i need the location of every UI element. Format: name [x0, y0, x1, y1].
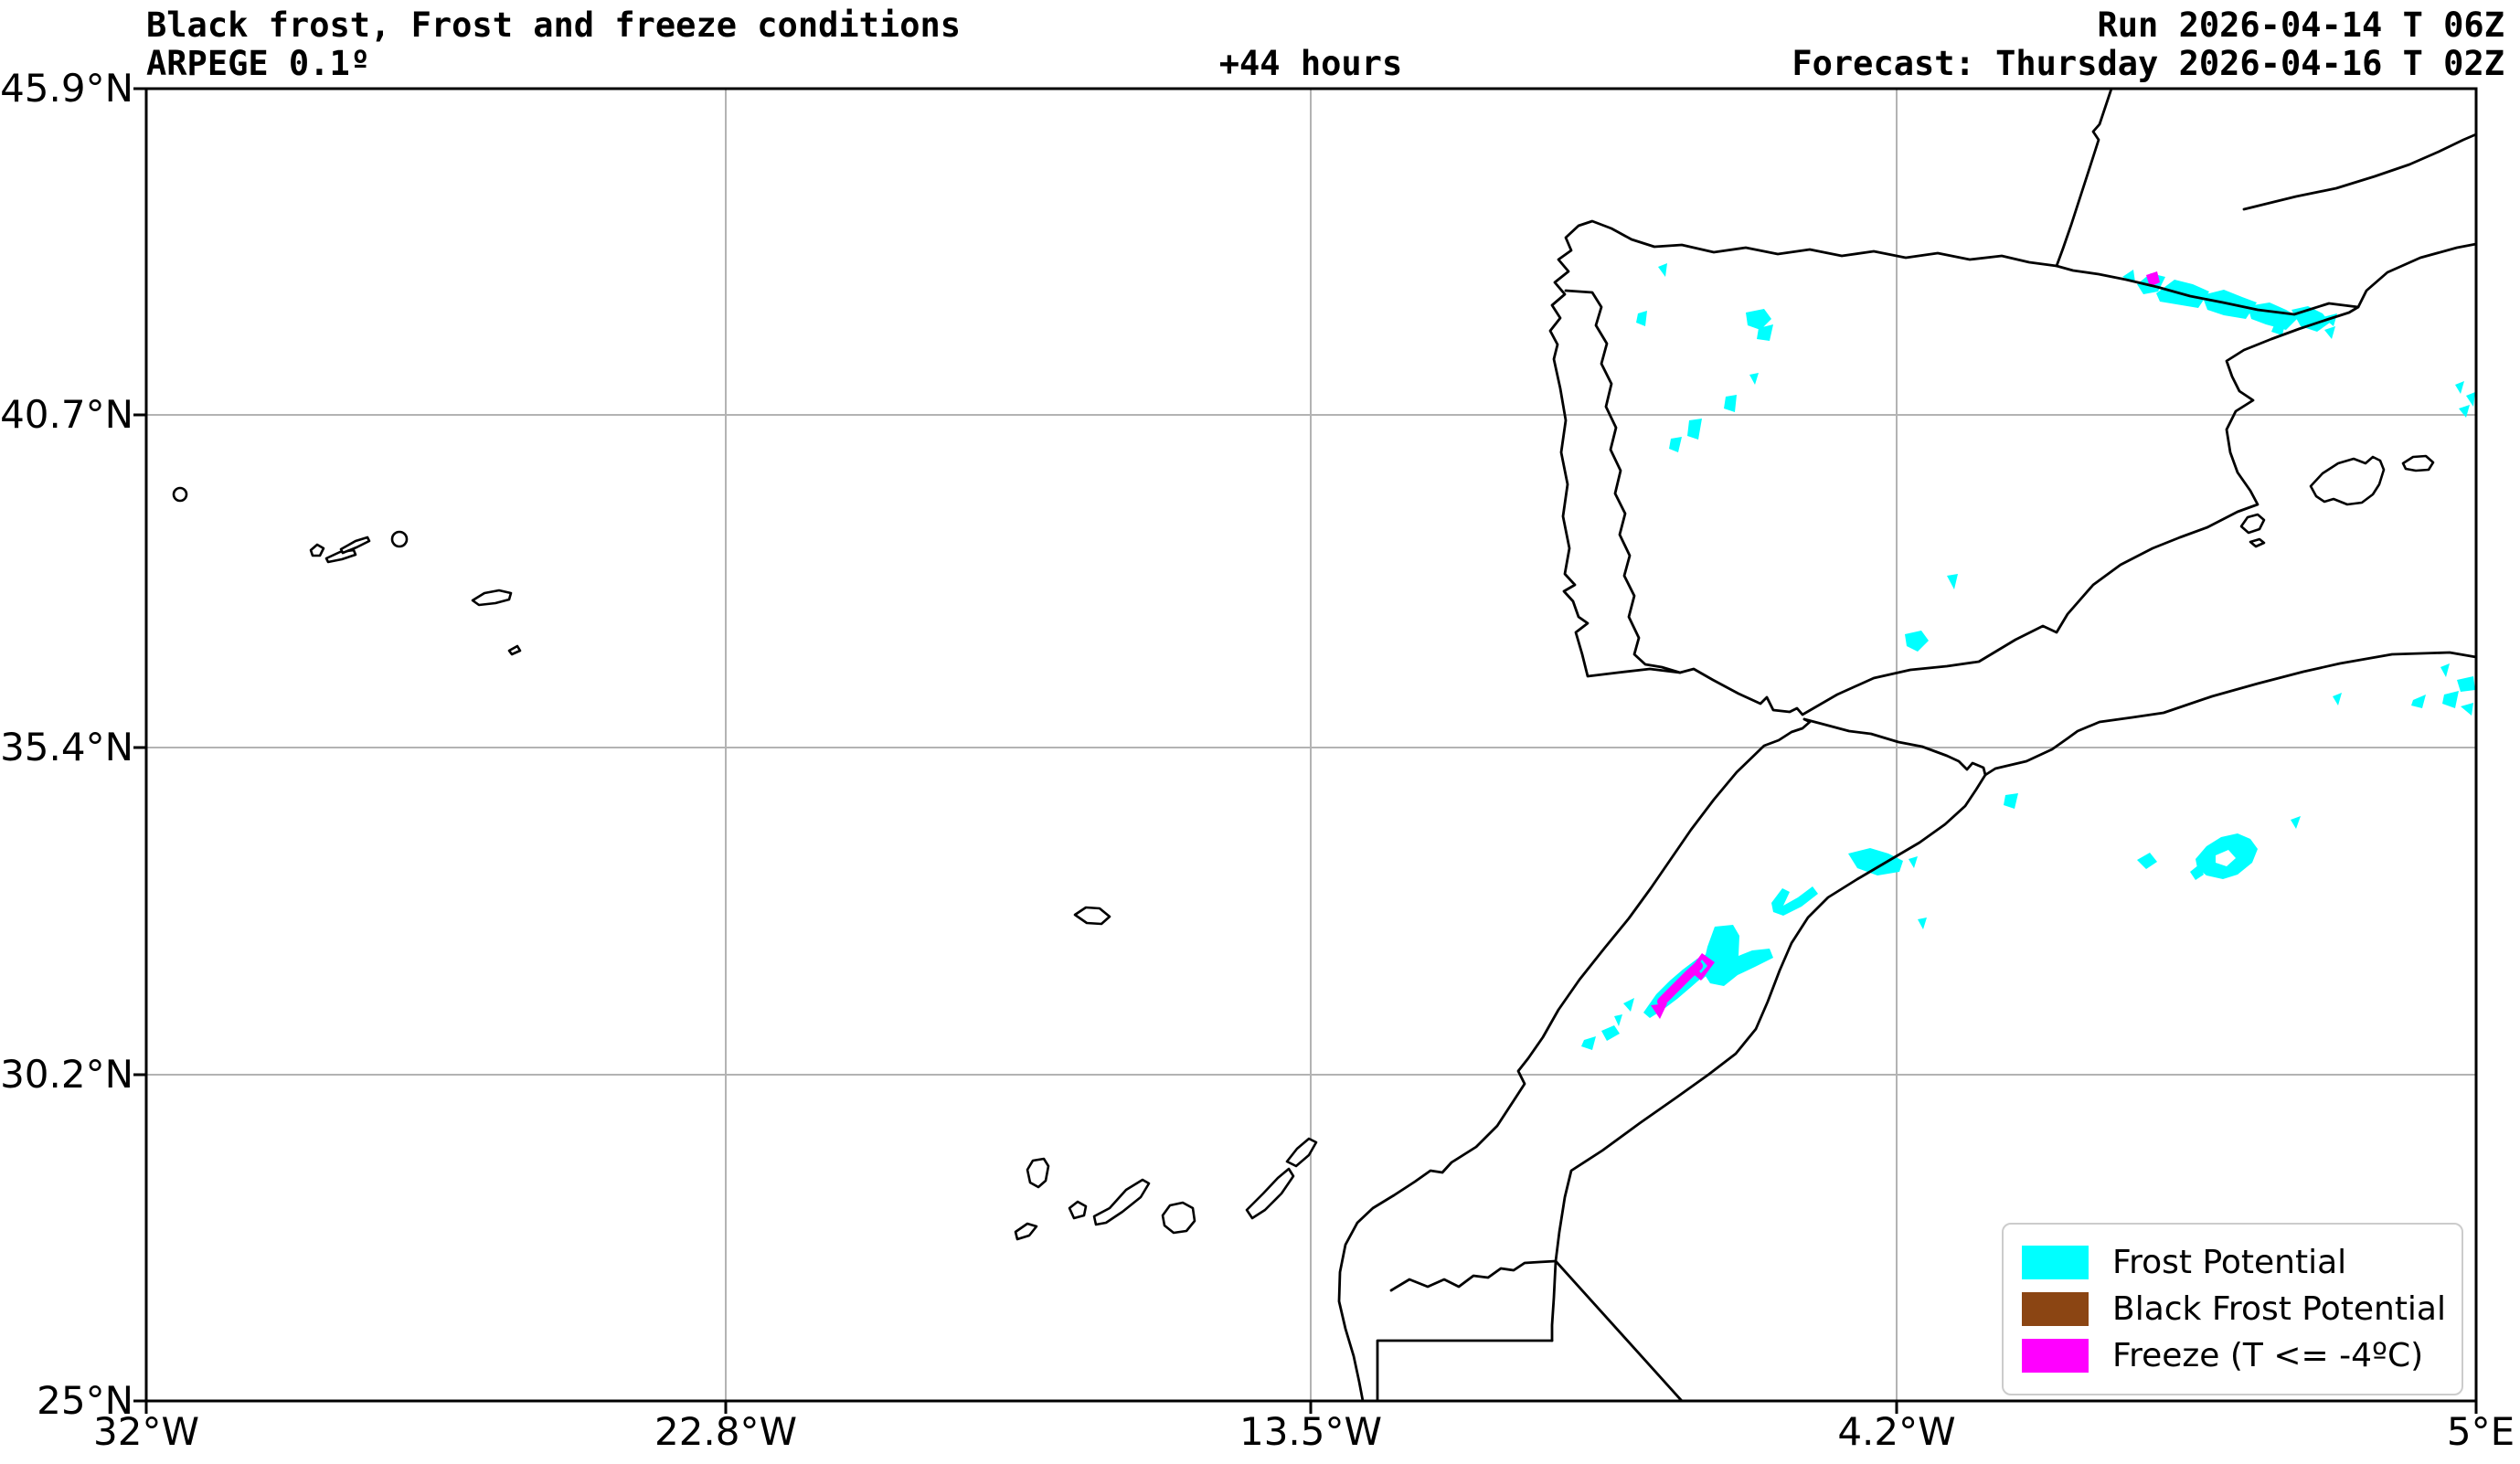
sao-miguel-island — [471, 589, 513, 607]
madeira-island — [1073, 906, 1111, 926]
iberia-coastline — [1548, 87, 2478, 716]
corvo-flores-island — [172, 486, 188, 503]
frost-patch-atlas — [1581, 848, 1927, 1050]
x-tick-label: 13.5°W — [1239, 1409, 1383, 1454]
morocco-algeria-border — [1550, 773, 1987, 1342]
lead-time-label: +44 hours — [1218, 44, 1403, 83]
plot-frame — [133, 87, 2478, 1414]
y-tick-label: 45.9°N — [0, 66, 133, 111]
islands — [172, 454, 2435, 1241]
y-tick-label: 30.2°N — [0, 1052, 133, 1097]
menorca-island — [2401, 454, 2435, 472]
lanzarote-island — [1285, 1137, 1318, 1168]
el-hierro-island — [1014, 1222, 1038, 1241]
north-africa-med-coastline — [1802, 651, 2478, 777]
frost-potential-patches — [1581, 263, 2475, 1050]
axis-tick-marks — [133, 87, 2478, 1414]
la-gomera-island — [1068, 1200, 1088, 1220]
x-tick-label: 32°W — [93, 1409, 199, 1454]
freeze-patch-atlas-triangle — [1651, 1003, 1667, 1019]
run-label: Run 2026-04-14 T 06Z — [2097, 5, 2504, 45]
legend-label: Freeze (T <= -4ºC) — [2112, 1336, 2424, 1374]
pyrenees-border — [2055, 264, 2360, 316]
mallorca-island — [2309, 455, 2386, 506]
model-subtitle: ARPEGE 0.1º — [146, 44, 371, 83]
sahara-horizontal-border — [1376, 1339, 1554, 1403]
freeze-patches — [1651, 271, 2160, 1019]
x-tick-label: 22.8°W — [654, 1409, 798, 1454]
legend-label: Black Frost Potential — [2112, 1289, 2446, 1328]
y-tick-label: 35.4°N — [0, 725, 133, 769]
black-frost-potential-swatch — [2022, 1292, 2089, 1326]
sahara-wiggly-border — [1389, 1259, 1558, 1292]
y-tick-label: 40.7°N — [0, 392, 133, 437]
pico-island — [324, 548, 357, 564]
morocco-atlantic-coastline — [1337, 717, 1812, 1403]
tenerife-island — [1092, 1178, 1151, 1226]
legend-box: Frost Potential Black Frost Potential Fr… — [2002, 1223, 2463, 1395]
graticule-grid — [146, 89, 2476, 1401]
freeze-patch-atlas-diamond — [1689, 953, 1715, 981]
frost-patch-east-edge — [2333, 381, 2475, 716]
frost-patch-algeria — [2196, 833, 2258, 879]
portugal-spain-border — [1564, 289, 1682, 674]
legend-label: Frost Potential — [2112, 1243, 2347, 1281]
legend-item-frost: Frost Potential — [2022, 1241, 2443, 1284]
legend-item-freeze: Freeze (T <= -4ºC) — [2022, 1334, 2443, 1377]
legend-item-black-frost: Black Frost Potential — [2022, 1288, 2446, 1331]
coastlines — [1337, 87, 2478, 1403]
formentera-island — [2249, 537, 2266, 548]
graciosa-island — [390, 530, 409, 548]
ibiza-island — [2239, 513, 2266, 535]
x-tick-label: 5°E — [2446, 1409, 2515, 1454]
sao-jorge-island — [339, 536, 371, 555]
figure-title: Black frost, Frost and freeze conditions — [146, 5, 962, 45]
fuerteventura-island — [1245, 1167, 1295, 1220]
frost-patch-iberia-interior — [1636, 263, 2018, 809]
freeze-swatch — [2022, 1339, 2089, 1373]
frost-potential-swatch — [2022, 1246, 2089, 1279]
gran-canaria-island — [1161, 1201, 1196, 1235]
x-tick-label: 4.2°W — [1837, 1409, 1956, 1454]
provence-coastline — [2242, 133, 2478, 211]
forecast-label: Forecast: Thursday 2026-04-16 T 02Z — [1792, 44, 2504, 83]
sahara-diagonal-border — [1554, 1259, 1684, 1403]
la-palma-island — [1026, 1157, 1050, 1189]
faial-island — [309, 543, 325, 557]
freeze-patch-pyrenees — [2146, 271, 2160, 287]
santa-maria-island — [507, 644, 522, 656]
y-tick-label: 25°N — [37, 1378, 133, 1423]
